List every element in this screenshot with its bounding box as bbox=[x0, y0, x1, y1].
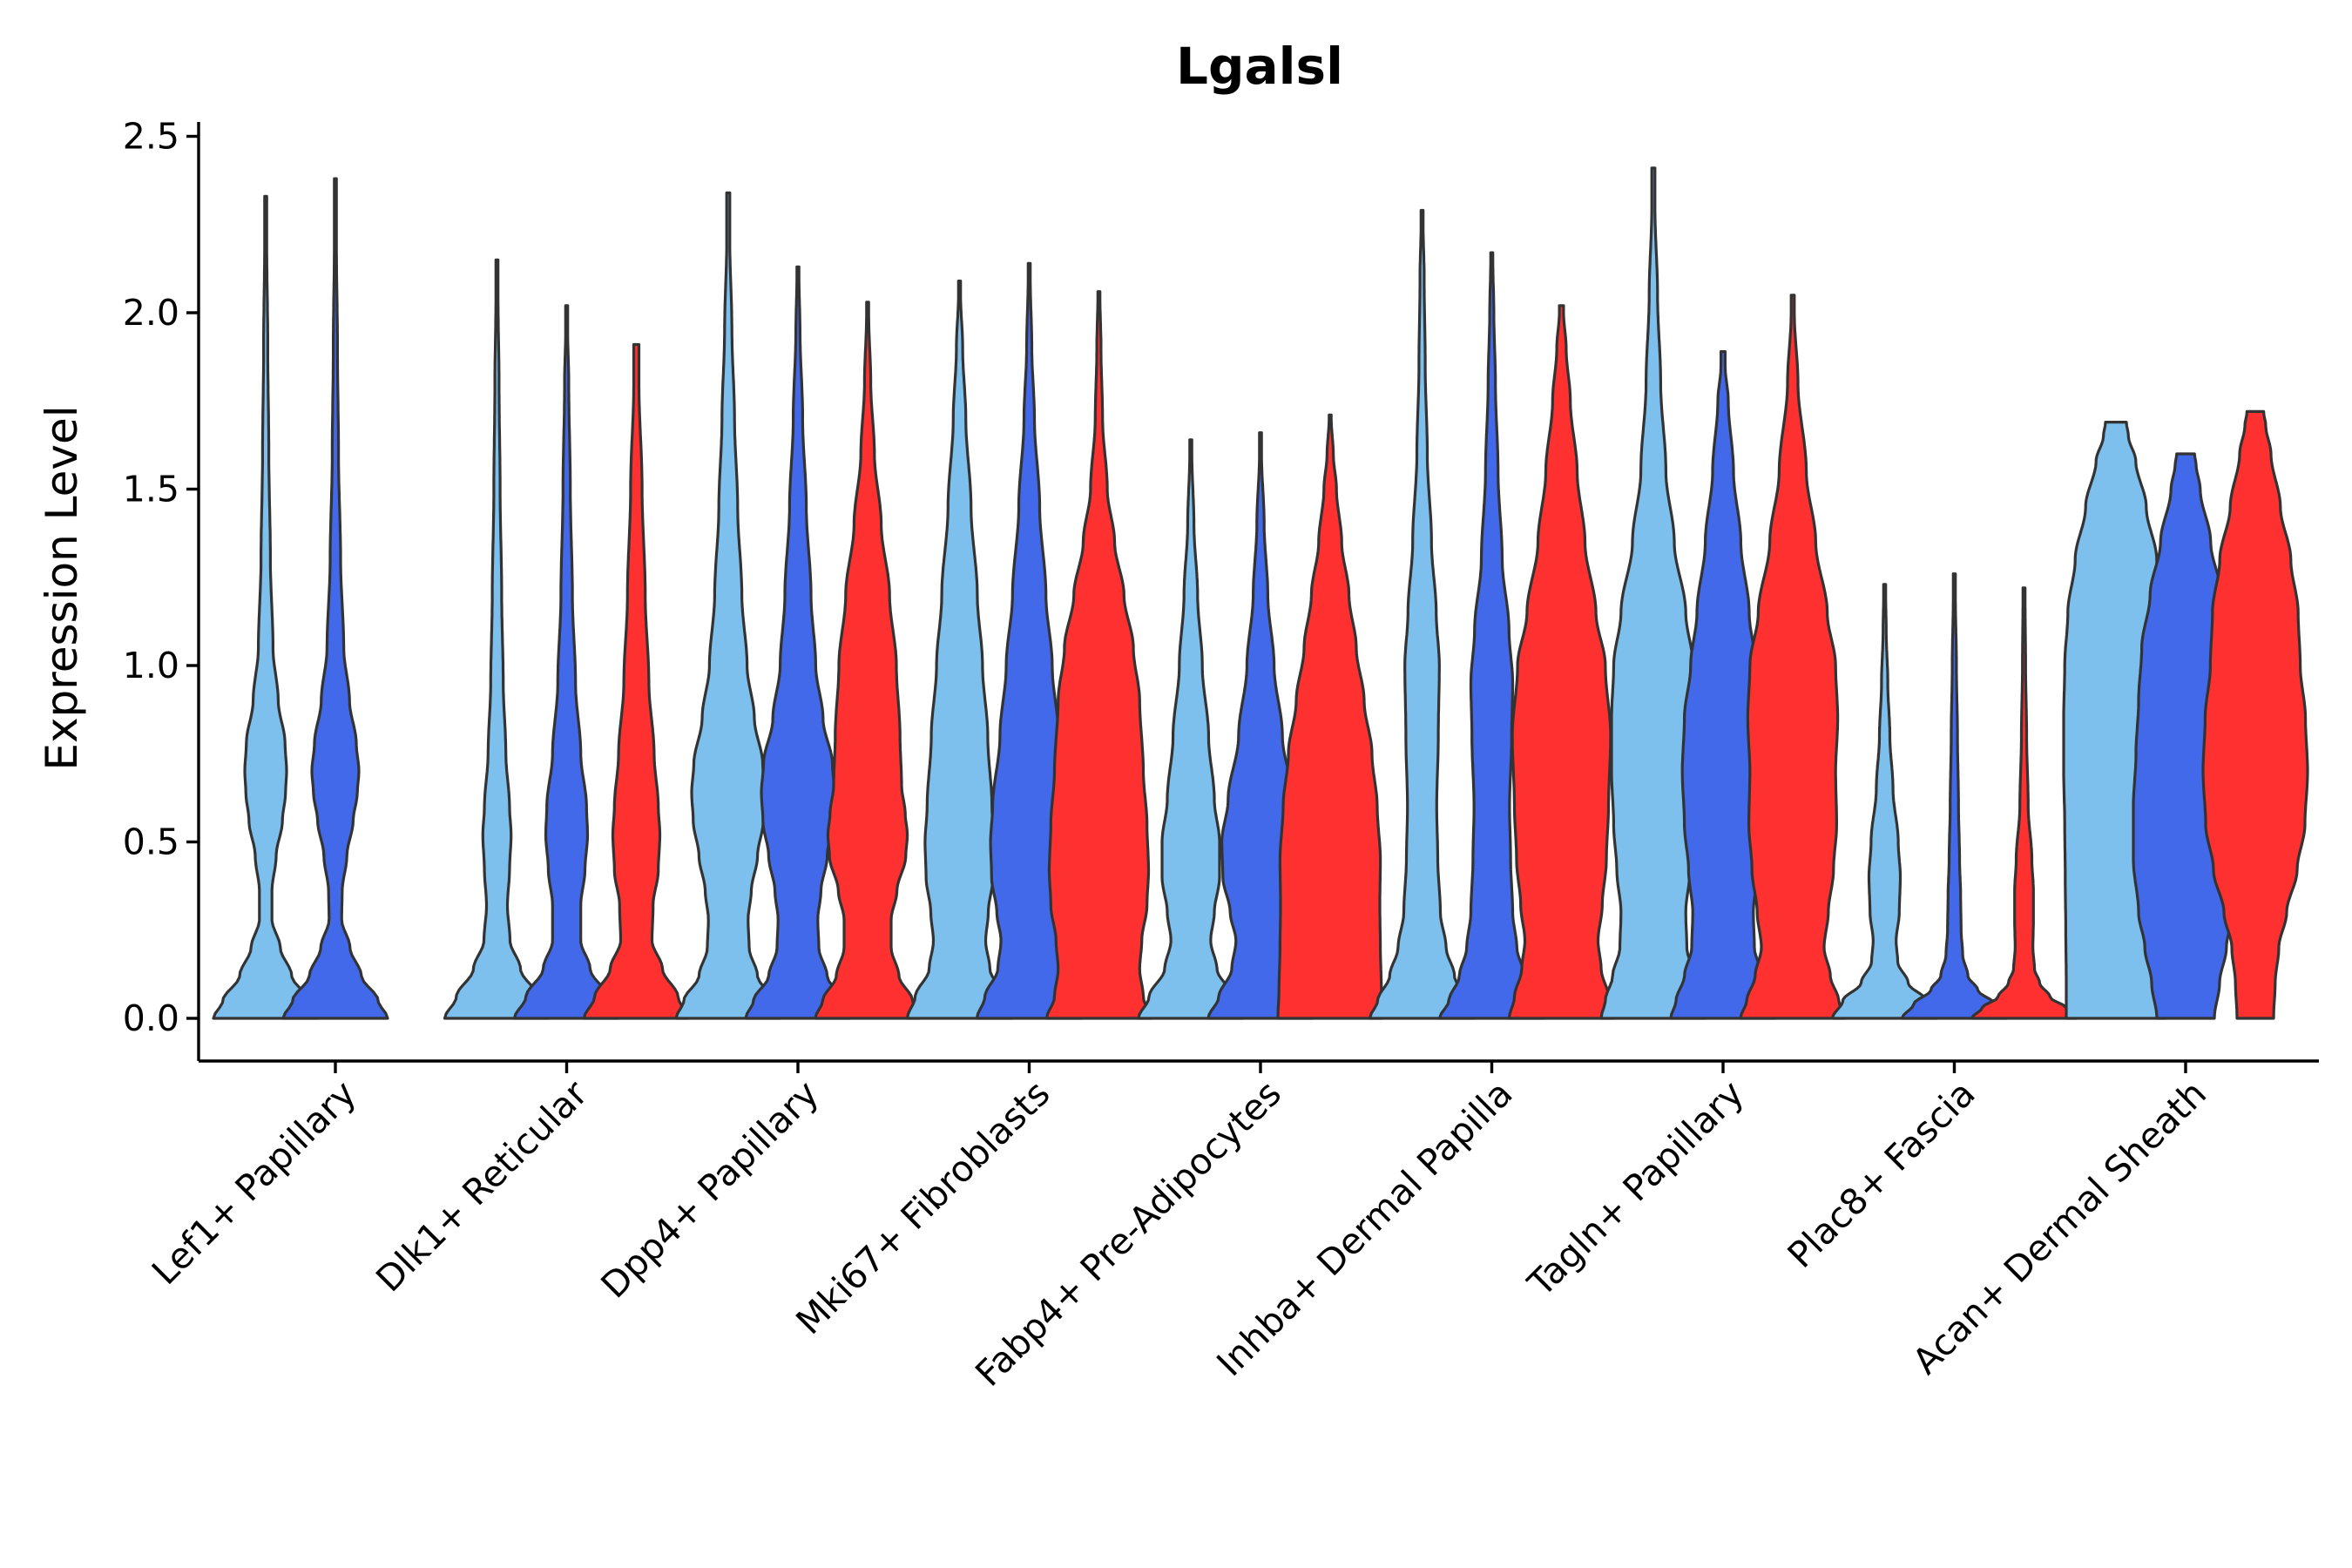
violin-acan-dermal-sheath-group-3 bbox=[2201, 409, 2309, 1020]
violin-fabp4-pre-adipocytes-group-1 bbox=[1137, 438, 1245, 1020]
violin-lef1-papillary-group-1 bbox=[212, 194, 320, 1020]
violin-layer bbox=[212, 166, 2309, 1020]
violin-mki67-fibroblasts-group-3 bbox=[1044, 290, 1153, 1020]
x-tick-label: Tagln+ Papillary bbox=[1519, 1072, 1752, 1305]
y-tick-label: 0.5 bbox=[123, 821, 179, 863]
x-tick-label: Plac8+ Fascia bbox=[1780, 1072, 1984, 1276]
y-tick-label: 2.5 bbox=[123, 116, 179, 158]
y-tick-label: 2.0 bbox=[123, 292, 179, 334]
chart-title: Lgalsl bbox=[1176, 37, 1343, 96]
violin-plac8-fascia-group-1 bbox=[1830, 583, 1939, 1020]
violin-lef1-papillary-group-2 bbox=[281, 177, 389, 1020]
x-tick-label: Lef1+ Papillary bbox=[144, 1072, 364, 1293]
y-tick-label: 0.0 bbox=[123, 997, 179, 1039]
x-tick-label: Dlk1+ Reticular bbox=[368, 1072, 595, 1300]
y-tick-label: 1.5 bbox=[123, 469, 179, 510]
violin-plac8-fascia-group-3 bbox=[1970, 586, 2078, 1020]
y-tick-label: 1.0 bbox=[123, 645, 179, 686]
violin-dlk1-reticular-group-3 bbox=[582, 342, 691, 1020]
violin-tagln-papillary-group-3 bbox=[1739, 294, 1847, 1020]
violin-dpp4-papillary-group-1 bbox=[674, 191, 782, 1020]
y-axis: 0.0 0.5 1.0 1.5 2.0 2.5 bbox=[123, 116, 200, 1061]
violin-dpp4-papillary-group-2 bbox=[744, 265, 852, 1020]
violin-dpp4-papillary-group-3 bbox=[814, 301, 922, 1020]
violin-inhba-dermal-papilla-group-3 bbox=[1507, 304, 1616, 1020]
violin-mki67-fibroblasts-group-1 bbox=[905, 280, 1014, 1020]
violin-fabp4-pre-adipocytes-group-3 bbox=[1276, 413, 1384, 1020]
violin-inhba-dermal-papilla-group-2 bbox=[1437, 251, 1546, 1020]
violin-dlk1-reticular-group-1 bbox=[443, 258, 551, 1020]
violin-dlk1-reticular-group-2 bbox=[512, 304, 621, 1020]
violin-inhba-dermal-papilla-group-1 bbox=[1368, 208, 1477, 1020]
x-tick-label: Dpp4+ Papillary bbox=[593, 1072, 827, 1306]
y-axis-title: Expression Level bbox=[37, 405, 87, 770]
violin-plac8-fascia-group-2 bbox=[1900, 572, 2009, 1020]
x-tick-label: Mki67+ Fibroblasts bbox=[788, 1072, 1058, 1342]
